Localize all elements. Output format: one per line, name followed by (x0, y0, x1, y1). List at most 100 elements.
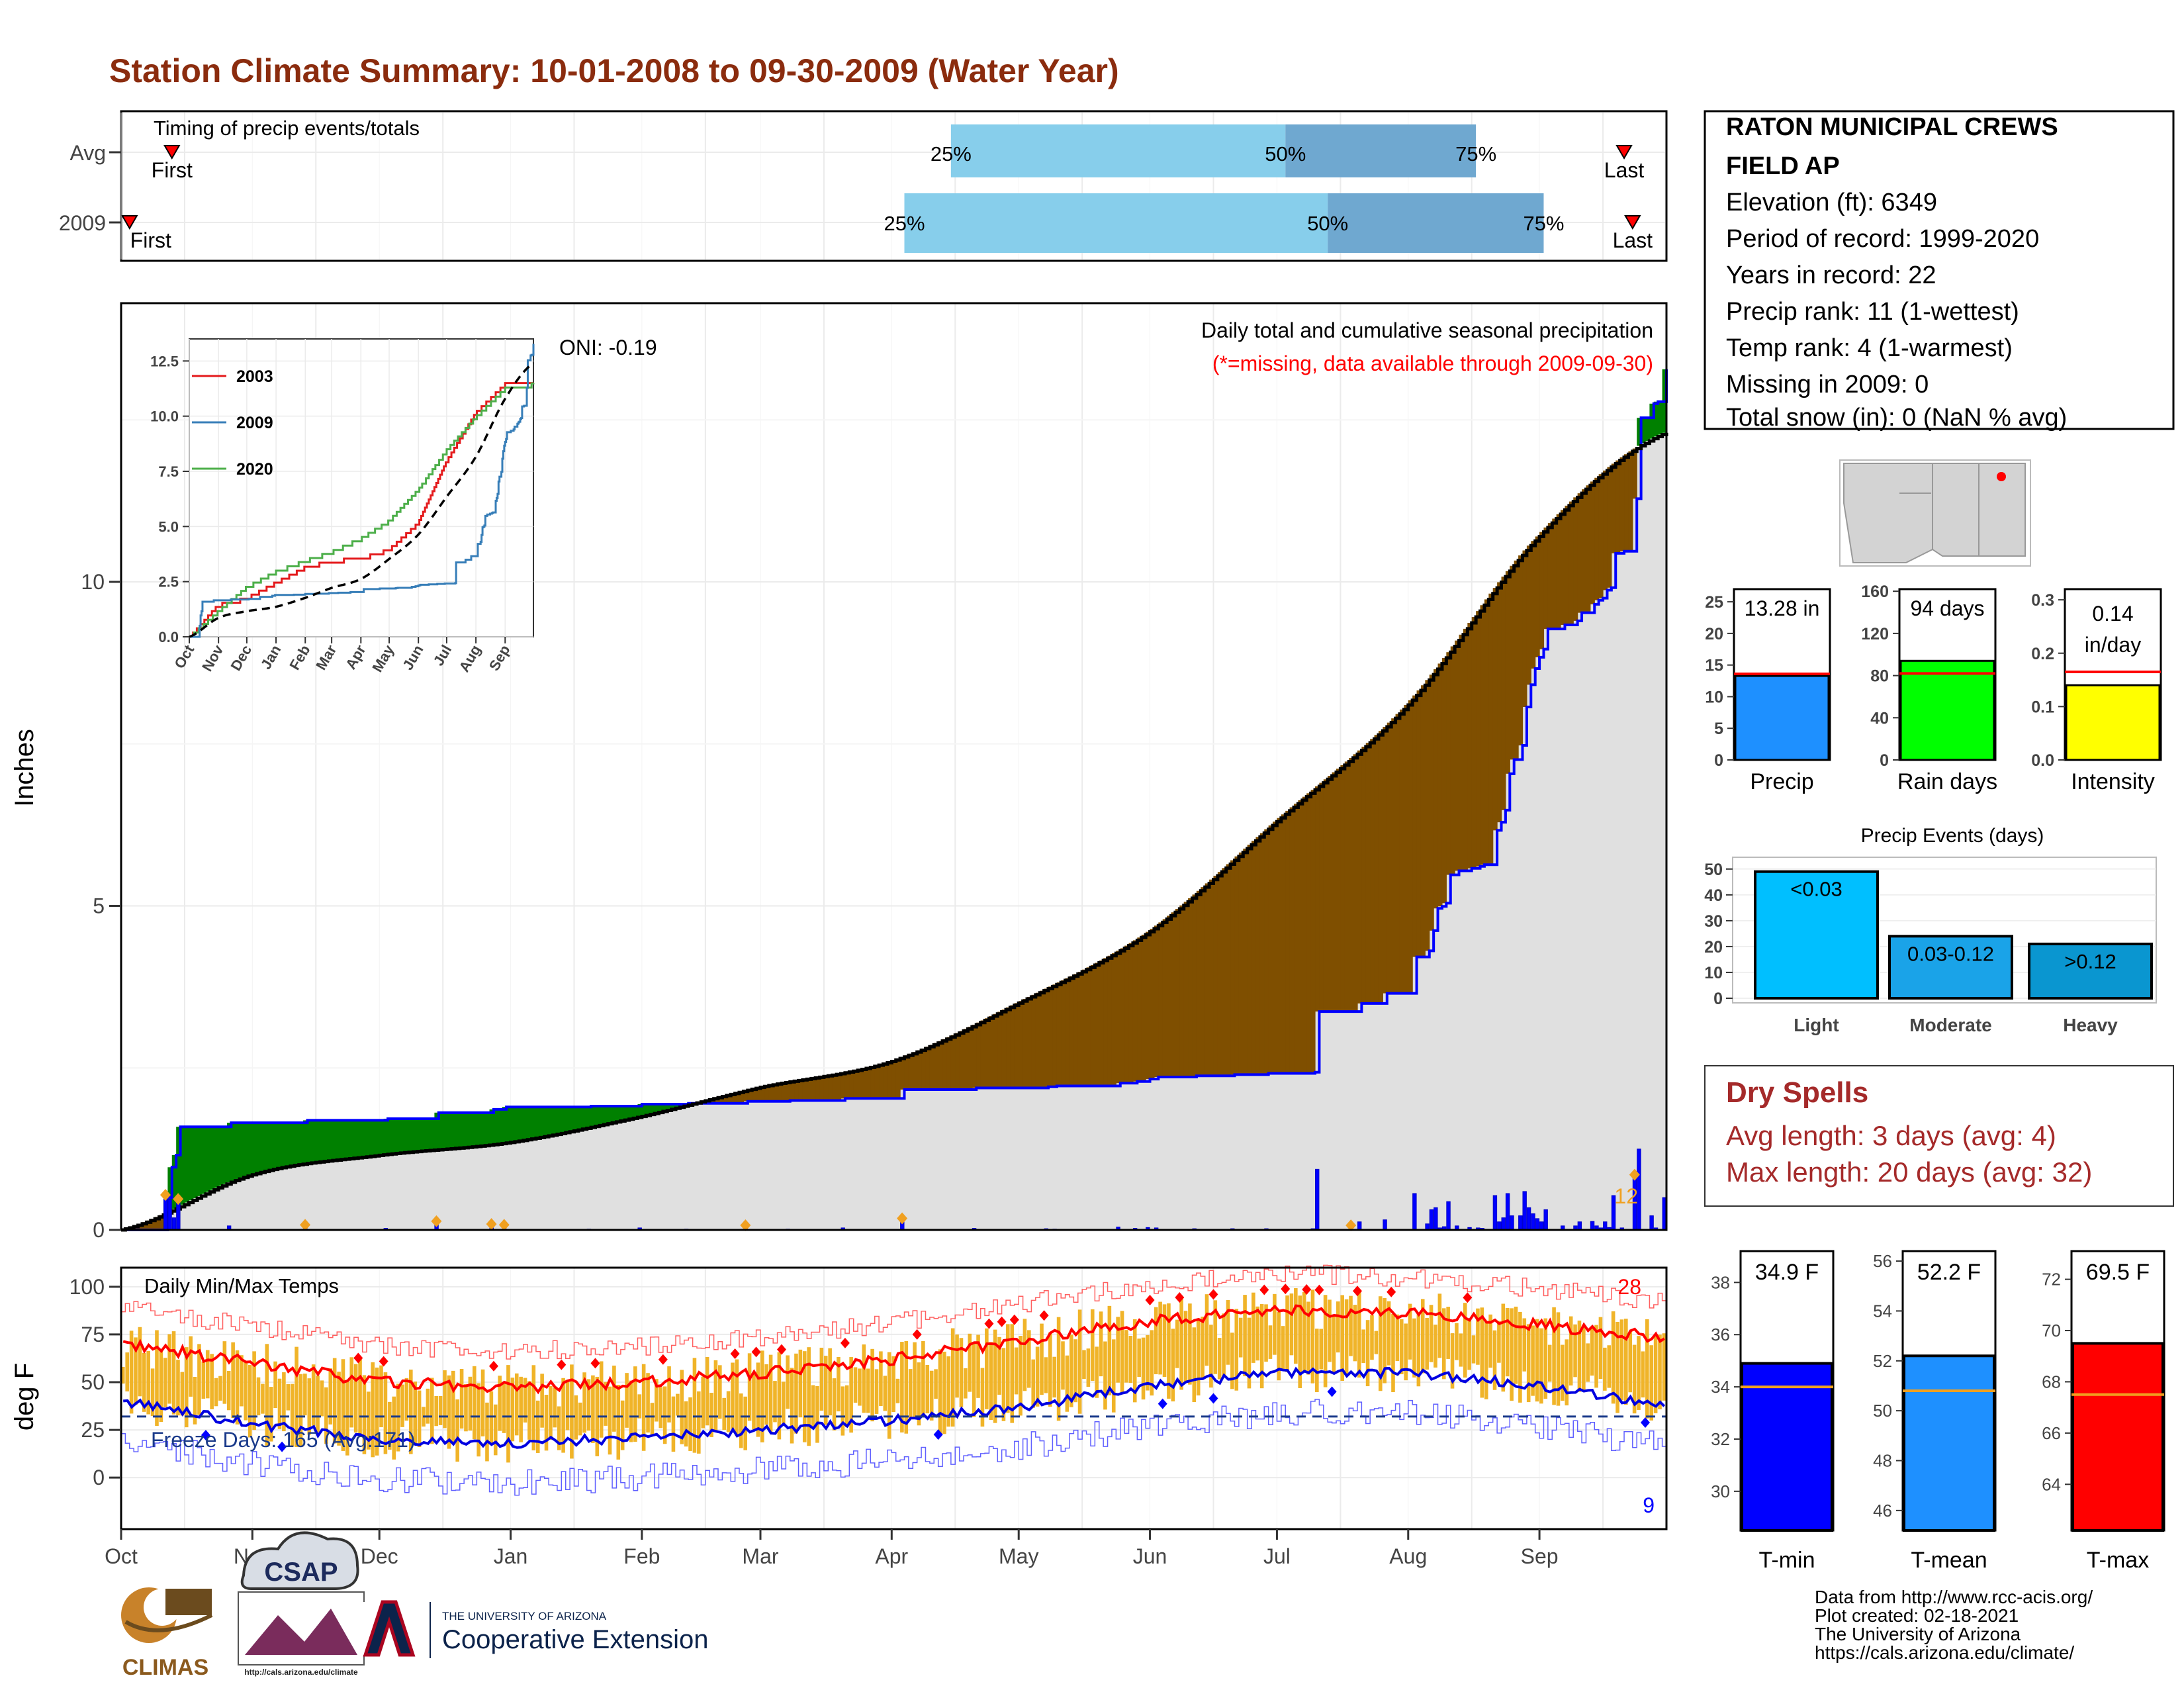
temp-summary-bar-label: T-max (2087, 1548, 2149, 1573)
below-avg-fill (1209, 879, 1214, 1076)
record-low-marker (277, 1441, 287, 1452)
daily-temp-range-bar (1611, 1311, 1615, 1404)
footer-line-created: Plot created: 02-18-2021 (1815, 1605, 2019, 1626)
summary-bar-label: Intensity (2071, 769, 2155, 794)
avg-q50-q75-bar (1285, 124, 1477, 177)
above-avg-fill (527, 1107, 533, 1139)
daily-temp-range-bar (985, 1328, 989, 1409)
footer-line-ua: The University of Arizona (1815, 1624, 2021, 1644)
daily-temp-range-bar (997, 1336, 1001, 1395)
daily-temp-range-bar (328, 1368, 333, 1425)
daily-temp-range-bar (1374, 1331, 1379, 1354)
record-day-marker (1345, 1219, 1357, 1232)
above-avg-fill (531, 1107, 537, 1139)
inset-ytick-label: 7.5 (158, 463, 179, 480)
daily-temp-range-bar (1027, 1330, 1031, 1388)
daily-precip-bar (1577, 1221, 1582, 1231)
below-avg-fill (989, 1016, 994, 1088)
above-avg-fill (1641, 418, 1646, 444)
inset-line-2020 (189, 382, 535, 638)
below-avg-fill (1628, 451, 1633, 551)
daily-temp-range-bar (295, 1346, 298, 1448)
daily-temp-range-bar (819, 1347, 824, 1411)
below-avg-fill (849, 1071, 854, 1099)
below-avg-fill (1154, 925, 1159, 1078)
below-avg-fill (1035, 992, 1040, 1088)
summary-bar (1899, 659, 1995, 761)
daily-temp-range-bar (752, 1374, 756, 1430)
daily-temp-range-bar (705, 1356, 709, 1426)
daily-temp-range-bar (895, 1378, 900, 1403)
daily-temp-range-bar (870, 1348, 874, 1422)
below-avg-fill (1162, 919, 1167, 1078)
below-avg-fill (1201, 887, 1206, 1076)
below-avg-fill (731, 1093, 736, 1103)
daily-temp-range-bar (955, 1334, 959, 1398)
below-avg-fill (1437, 663, 1443, 907)
daily-temp-range-bar (908, 1369, 913, 1419)
daily-temp-range-bar (1086, 1348, 1091, 1387)
below-avg-fill (1543, 527, 1549, 630)
record-low-count: 9 (1643, 1493, 1655, 1517)
daily-temp-range-bar (540, 1374, 544, 1428)
above-avg-fill (535, 1107, 541, 1138)
daily-temp-range-bar (455, 1399, 459, 1462)
record-high-marker (488, 1360, 498, 1372)
daily-temp-range-bar (1069, 1335, 1073, 1407)
above-avg-fill (485, 1112, 490, 1145)
record-high-marker (1281, 1284, 1291, 1295)
events-ytick-label: 0 (1713, 990, 1723, 1008)
daily-temp-range-bar (777, 1352, 782, 1440)
record-high-marker (840, 1337, 850, 1348)
daily-temp-range-bar (362, 1375, 367, 1454)
above-avg-fill (362, 1120, 367, 1157)
daily-temp-range-bar (1547, 1344, 1552, 1382)
summary-ytick-label: 0 (1880, 751, 1889, 770)
daily-temp-range-bar (925, 1364, 930, 1414)
daily-temp-range-bar (1234, 1309, 1239, 1391)
record-low-marker (1208, 1393, 1218, 1404)
above-avg-fill (256, 1123, 261, 1173)
daily-temp-range-bar (1099, 1311, 1103, 1377)
daily-temp-range-bar (307, 1378, 312, 1435)
daily-precip-bar (1510, 1215, 1514, 1231)
station-location-dot (1997, 472, 2006, 481)
below-avg-fill (1065, 978, 1070, 1086)
above-avg-fill (608, 1106, 613, 1123)
above-avg-fill (620, 1106, 625, 1121)
daily-temp-range-bar (950, 1328, 955, 1427)
daily-temp-range-bar (171, 1331, 176, 1415)
daily-temp-range-bar (324, 1387, 328, 1444)
climatology-cumulative-line (121, 432, 1668, 1232)
daily-temp-range-bar (1437, 1293, 1442, 1358)
daily-temp-range-bar (1035, 1346, 1040, 1407)
inset-legend-label: 2009 (236, 414, 273, 432)
inset-legend-label: 2003 (236, 367, 273, 386)
above-avg-fill (443, 1112, 448, 1149)
summary-ytick-label: 0.0 (2031, 751, 2054, 770)
above-avg-fill (582, 1107, 588, 1129)
above-avg-fill (510, 1107, 516, 1142)
below-avg-fill (1141, 935, 1146, 1082)
above-avg-fill (404, 1118, 410, 1152)
summary-bar-label: Rain days (1897, 769, 1997, 794)
daily-temp-range-bar (773, 1381, 777, 1423)
below-avg-fill (929, 1045, 934, 1090)
below-avg-fill (1255, 837, 1261, 1075)
daily-temp-range-bar (358, 1358, 362, 1435)
above-avg-fill (409, 1118, 414, 1152)
daily-temp-range-bar (549, 1385, 553, 1440)
temp-summary-bar-label: T-mean (1911, 1548, 1987, 1573)
obs-q25-q50-bar (904, 193, 1328, 253)
temp-summary-value-label: 69.5 F (2086, 1260, 2150, 1285)
above-avg-fill (358, 1120, 363, 1158)
record-high-marker (776, 1344, 786, 1355)
observed-cumulative-line (121, 369, 1668, 1231)
below-avg-fill (1480, 605, 1485, 865)
below-avg-fill (1531, 541, 1536, 669)
daily-temp-range-bar (121, 1366, 125, 1384)
below-avg-fill (1128, 943, 1134, 1084)
daily-temp-range-bar (510, 1378, 515, 1442)
daily-temp-range-bar (311, 1364, 316, 1426)
above-avg-fill (417, 1118, 422, 1152)
